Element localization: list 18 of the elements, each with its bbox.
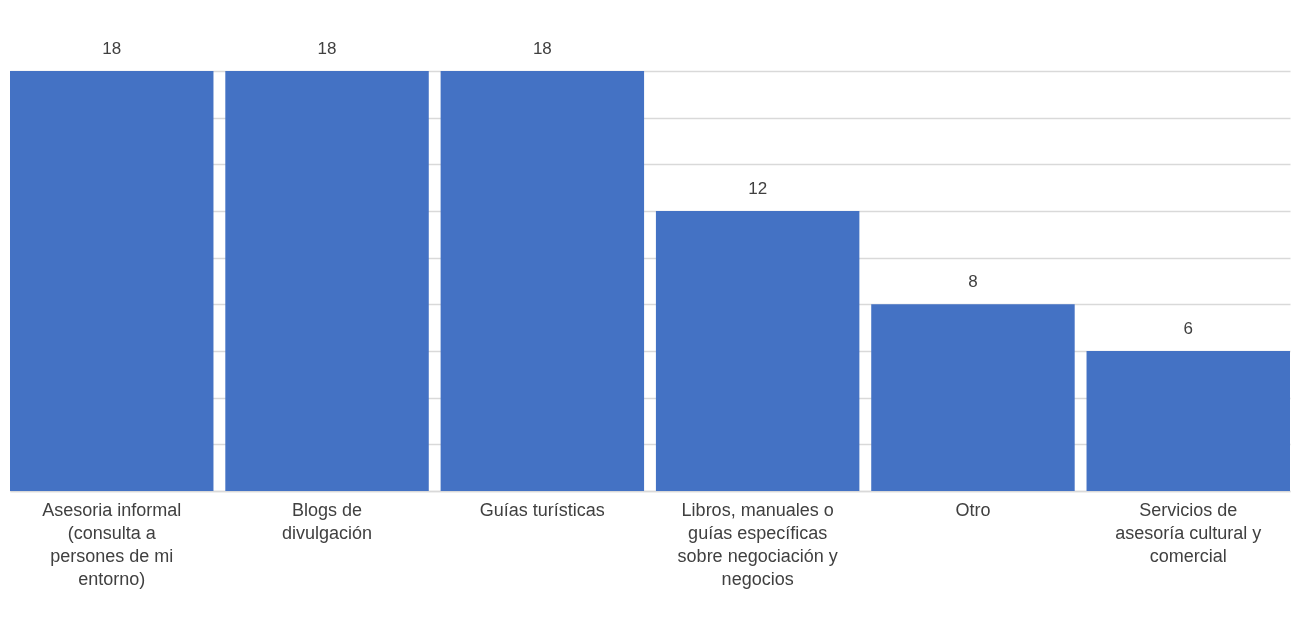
x-tick-label: Libros, manuales o guías específicas sobre negociación y negocios xyxy=(677,499,838,589)
data-label: 8 xyxy=(968,272,978,292)
data-label: 18 xyxy=(532,39,552,58)
x-tick-label: Servicios de asesoría cultural y comercial xyxy=(1115,499,1262,566)
x-tick-label: Otro xyxy=(955,499,991,520)
data-label: 6 xyxy=(1183,319,1193,338)
bar xyxy=(871,304,1075,491)
x-tick-label: Blogs de divulgación xyxy=(282,499,373,543)
data-label: 18 xyxy=(317,39,337,58)
data-label: 18 xyxy=(102,39,122,58)
x-tick-label: Guías turísticas xyxy=(479,499,605,520)
x-tick-label: Asesoria informal (consulta a persones de mi entorno) xyxy=(42,499,182,589)
data-label: 12 xyxy=(748,179,768,198)
bar xyxy=(10,71,214,491)
bar xyxy=(1086,351,1290,491)
bar xyxy=(440,71,645,491)
bar xyxy=(225,71,429,491)
bar xyxy=(655,211,860,491)
